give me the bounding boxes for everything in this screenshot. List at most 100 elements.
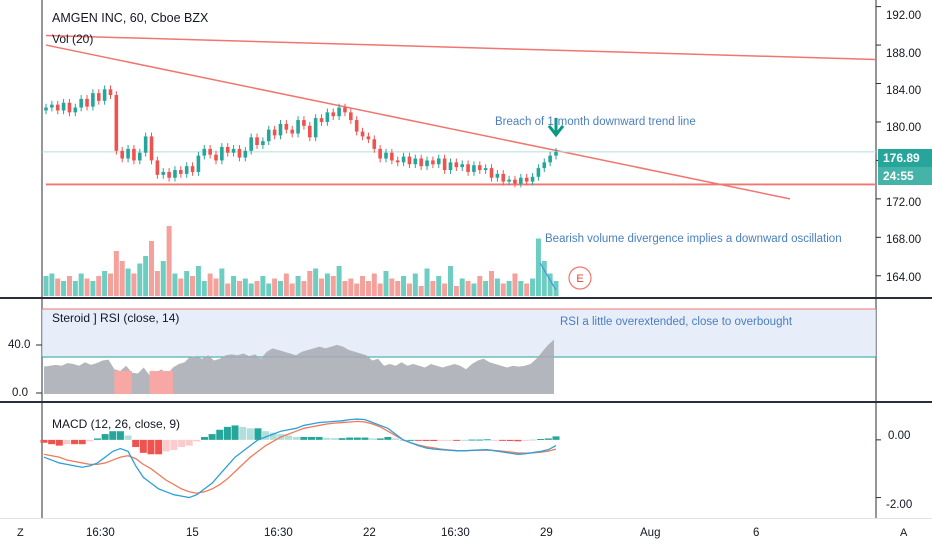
candle-body [419,158,423,167]
candle-body [255,137,259,146]
candle-body [243,150,248,158]
volume-indicator-label[interactable]: Vol (20) [52,32,94,46]
candle-body [278,123,283,136]
macd-histogram-bar [162,439,170,452]
macd-tick: 0.00 [888,430,911,442]
candle-body [349,112,353,121]
pane-divider[interactable] [0,401,932,403]
volume-bar [354,283,360,296]
candle-body [114,95,119,151]
candle-body [85,98,89,107]
volume-bar [348,278,354,296]
macd-histogram-bar [155,439,163,455]
candle-body [296,120,300,134]
candle-body [225,146,230,153]
macd-histogram-bar [307,436,315,440]
macd-histogram-bar [55,439,63,446]
volume-bar [272,278,278,296]
candle-body [360,131,365,137]
rsi-pane[interactable]: Steroid ] RSI (close, 14) RSI a little o… [0,299,932,402]
candle-body [501,173,506,182]
candle-body [249,137,253,151]
candle-body [354,120,359,132]
volume-bar [55,278,61,296]
time-axis[interactable]: Z 16:30 15 16:30 22 16:30 29 Aug 6 A [0,518,932,551]
candle-body [149,136,154,161]
macd-histogram-bar [407,439,415,441]
price-tick: 184.00 [886,85,922,97]
rsi-tick: 40.0 [8,339,31,351]
rsi-oversold-zone [149,370,173,394]
candle-body [530,176,535,182]
volume-bar [336,266,342,296]
candle-body [44,107,48,111]
macd-histogram-bar [369,438,377,440]
volume-bar [512,273,518,296]
time-tick: 15 [186,527,199,539]
volume-bar [266,283,272,296]
rsi-indicator-label[interactable]: Steroid ] RSI (close, 14) [52,311,180,325]
volume-bar [225,283,231,296]
time-tick: 16:30 [86,527,115,539]
macd-histogram-bar [262,431,270,440]
candle-body [266,129,271,142]
candle-body [448,162,453,171]
macd-histogram-bar [216,429,224,440]
candle-body [319,118,324,122]
volume-bar [371,273,377,296]
candle-body [67,102,72,113]
price-chart[interactable]: E [0,0,932,298]
pane-divider[interactable] [0,297,932,299]
candle-body [284,123,289,130]
macd-histogram-bar [193,439,201,442]
macd-histogram-bar [338,438,346,440]
macd-indicator-label[interactable]: MACD (12, 26, close, 9) [52,417,181,431]
volume-bar [149,241,155,296]
volume-bar [406,283,412,296]
rsi-chart[interactable] [0,299,932,402]
candle-body [79,98,83,108]
volume-bar [430,281,436,296]
volume-bar [500,283,506,296]
volume-bar [383,271,389,296]
time-tick: 16:30 [264,527,293,539]
volume-bar [389,278,395,296]
candle-body [214,154,218,161]
macd-chart[interactable] [0,403,932,518]
volume-bar [190,276,196,296]
volume-bar [418,286,424,296]
macd-histogram-bar [330,438,338,440]
candle-body [190,166,195,172]
macd-histogram-bar [285,435,293,440]
macd-histogram-bar [476,439,484,441]
macd-histogram-bar [48,439,56,445]
macd-histogram-bar [445,439,453,441]
candle-body [272,129,277,136]
candle-body [208,148,212,155]
price-pane[interactable]: E AMGEN INC, 60, Cboe BZX Vol (20) Breac… [0,0,932,298]
macd-histogram-bar [139,439,147,453]
macd-histogram-bar [254,428,262,440]
candle-body [425,160,429,167]
timezone-button[interactable]: Z [17,527,24,539]
volume-bar [377,283,383,296]
macd-histogram-bar [514,439,522,442]
rsi-band [42,309,876,357]
candle-body [407,156,412,165]
candle-body [536,168,541,177]
symbol-title[interactable]: AMGEN INC, 60, Cboe BZX [52,11,209,25]
macd-histogram-bar [491,439,499,441]
volume-bar [107,273,113,296]
macd-pane[interactable]: MACD (12, 26, close, 9) 0.00 -2.00 [0,403,932,518]
candle-body [184,166,189,174]
volume-bar [61,281,67,296]
trendline [45,34,877,61]
auto-scale-button[interactable]: A [900,527,908,539]
candle-body [290,129,295,134]
volume-bar [307,271,313,296]
macd-histogram-bar [414,439,422,441]
volume-bar [295,276,301,296]
macd-histogram-bar [86,439,94,442]
volume-bar [137,263,143,296]
volume-bar [541,261,547,296]
